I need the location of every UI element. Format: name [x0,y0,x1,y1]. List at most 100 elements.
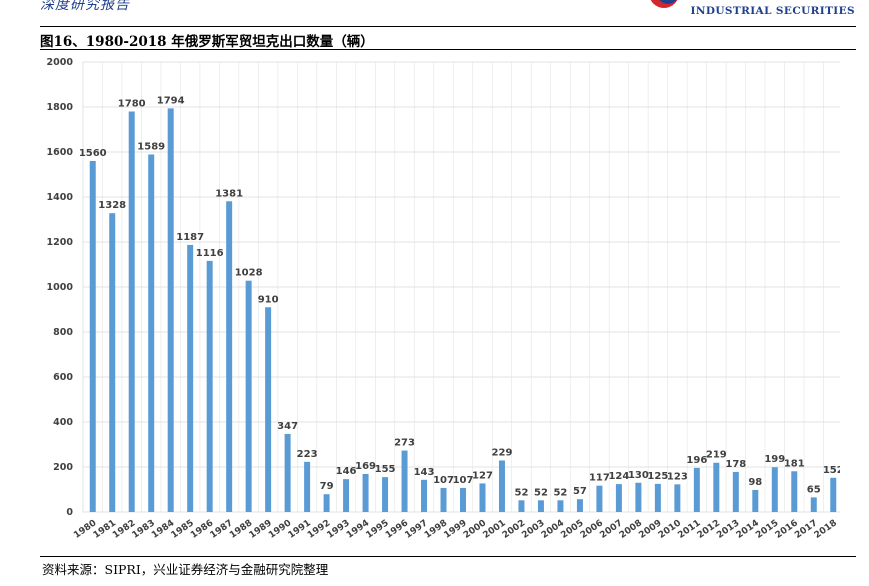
data-label: 1589 [137,141,165,152]
bar [810,497,817,512]
y-tick-label: 1600 [47,147,74,158]
source-divider [40,556,856,557]
bar [245,280,252,512]
bar [654,483,661,512]
data-label: 52 [534,487,548,498]
bar [576,499,583,512]
bar [635,482,642,512]
data-label: 127 [472,470,493,481]
bar [206,260,213,512]
bar [460,487,466,512]
data-label: 273 [394,438,415,449]
y-tick-label: 0 [66,507,73,518]
bar [148,154,155,512]
bar [615,484,622,512]
data-label: 1381 [215,188,243,199]
bar [128,111,135,512]
bar [401,450,408,512]
data-label: 79 [320,481,334,492]
data-label: 65 [807,484,821,495]
data-label: 1328 [98,200,126,211]
data-label: 155 [375,464,396,475]
bar [830,477,837,512]
data-label: 52 [515,487,529,498]
bar [674,484,681,512]
bar [167,108,174,512]
bar [187,244,194,513]
data-label: 169 [355,461,376,472]
bar [498,460,505,512]
y-tick-label: 200 [53,462,73,473]
y-tick-label: 800 [53,327,73,338]
bar [693,467,700,512]
data-label: 152 [823,465,840,476]
data-label: 219 [706,450,727,461]
data-label: 181 [784,458,805,469]
data-label: 1794 [157,95,185,106]
data-label: 1028 [235,268,263,279]
bar [323,494,330,512]
data-label: 1116 [196,248,224,259]
data-label: 125 [647,471,668,482]
data-label: 223 [297,449,318,460]
bar [440,487,447,512]
data-label: 146 [336,466,357,477]
bar [791,471,798,512]
bar [732,471,739,512]
bar-chart: 0 200 400 600 800 1000 1200 1400 1600 1800 2000 156… [47,57,840,541]
bar [557,500,564,512]
data-label: 124 [608,471,629,482]
bar [713,462,720,512]
data-label: 229 [492,447,513,458]
bar [752,489,759,512]
brand-name: INDUSTRIAL SECURITIES [690,5,855,17]
data-label: 199 [764,454,785,465]
bar [284,433,291,512]
brand-logo-icon [643,0,683,18]
bar [596,485,603,512]
bar [771,467,778,512]
y-tick-label: 400 [53,417,73,428]
brand: INDUSTRIAL SECURITIES [643,0,855,18]
bar [343,479,350,512]
y-tick-label: 1800 [47,102,74,113]
data-label: 123 [667,471,688,482]
y-tick-label: 1200 [47,237,74,248]
report-header: 深度研究报告 INDUSTRIAL SECURITIES [0,0,869,26]
bar [421,479,428,512]
data-label: 196 [686,455,707,466]
figure-title: 图16、1980-2018 年俄罗斯军贸坦克出口数量（辆） [40,34,374,50]
bar [537,500,544,512]
y-tick-label: 2000 [47,57,74,68]
data-label: 57 [573,486,587,497]
data-label: 1560 [79,148,107,159]
data-label: 52 [553,487,567,498]
data-label: 98 [748,477,762,488]
bar [265,307,272,512]
bar [89,161,96,512]
bar [479,483,486,512]
data-label: 143 [414,467,435,478]
data-label: 107 [433,475,454,486]
header-divider [40,26,856,27]
data-label: 178 [725,459,746,470]
title-divider [40,49,856,51]
report-type-label: 深度研究报告 [40,0,130,13]
bar [304,461,311,512]
x-tick-label: 2018 [813,518,839,541]
y-tick-label: 600 [53,372,73,383]
data-label: 1780 [118,99,146,110]
data-label: 347 [277,421,298,432]
bar [362,473,369,512]
data-label: 117 [589,473,610,484]
bar [226,201,233,512]
bar [109,213,116,512]
data-label: 910 [258,294,279,305]
data-label: 130 [628,470,649,481]
bar [518,500,525,512]
y-tick-label: 1400 [47,192,74,203]
data-label: 1187 [176,232,204,243]
data-label: 107 [453,475,474,486]
y-tick-label: 1000 [47,282,74,293]
source-note: 资料来源：SIPRI，兴业证券经济与金融研究院整理 [42,562,329,577]
